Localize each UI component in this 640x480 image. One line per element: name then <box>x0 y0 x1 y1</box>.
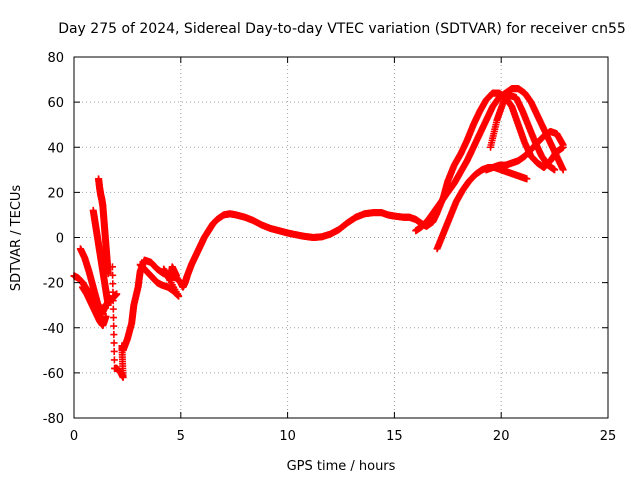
y-tick-label: -40 <box>43 322 64 337</box>
data-point <box>523 175 531 183</box>
y-axis-label: SDTVAR / TECUs <box>9 185 24 292</box>
series-early-branch-c <box>89 206 112 309</box>
x-tick-label: 15 <box>386 429 403 444</box>
data-point <box>108 263 116 271</box>
data-point <box>173 272 181 280</box>
data-point <box>559 166 567 174</box>
series-early-branch-e <box>79 283 110 329</box>
series-afternoon-branch-2 <box>412 85 567 235</box>
data-point <box>109 305 117 313</box>
data-point <box>109 280 117 288</box>
data-point <box>113 290 121 298</box>
data-point <box>559 141 567 149</box>
y-tick-label: 60 <box>47 96 64 111</box>
y-tick-label: 40 <box>47 141 64 156</box>
data-point <box>118 342 126 350</box>
data-point <box>104 270 112 278</box>
data-point <box>109 288 117 296</box>
y-tick-label: 0 <box>56 232 64 247</box>
series-isolated <box>108 263 127 381</box>
series-afternoon-branch-5 <box>482 127 567 174</box>
data-point <box>102 312 110 320</box>
data-point <box>104 301 112 309</box>
data-point <box>109 271 117 279</box>
data-point <box>109 297 117 305</box>
x-tick-label: 5 <box>177 429 185 444</box>
series-afternoon-branch-4 <box>487 91 559 174</box>
series-early-branch-d <box>95 175 112 278</box>
y-tick-label: -20 <box>43 277 64 292</box>
y-tick-label: 80 <box>47 51 64 66</box>
chart-title: Day 275 of 2024, Sidereal Day-to-day VTE… <box>58 21 626 37</box>
series-afternoon-branch-3 <box>433 164 531 253</box>
y-tick-label: -60 <box>43 367 64 382</box>
data-point <box>551 166 559 174</box>
data-point <box>110 322 118 330</box>
data-point <box>110 339 118 347</box>
data-point <box>110 347 118 355</box>
x-axis-label: GPS time / hours <box>287 459 396 474</box>
series-midday-scatter <box>136 261 183 300</box>
data-point <box>110 356 118 364</box>
y-tick-label: -80 <box>43 412 64 427</box>
axis-ticks: 0 5 10 15 20 25 -80 -60 -40 -20 0 20 40 60 80 <box>43 51 617 444</box>
x-tick-label: 10 <box>279 429 296 444</box>
x-tick-label: 25 <box>600 429 617 444</box>
x-tick-label: 0 <box>70 429 78 444</box>
data-points <box>70 85 567 381</box>
data-point <box>110 314 118 322</box>
data-point <box>110 331 118 339</box>
x-tick-label: 20 <box>493 429 510 444</box>
y-tick-label: 20 <box>47 186 64 201</box>
